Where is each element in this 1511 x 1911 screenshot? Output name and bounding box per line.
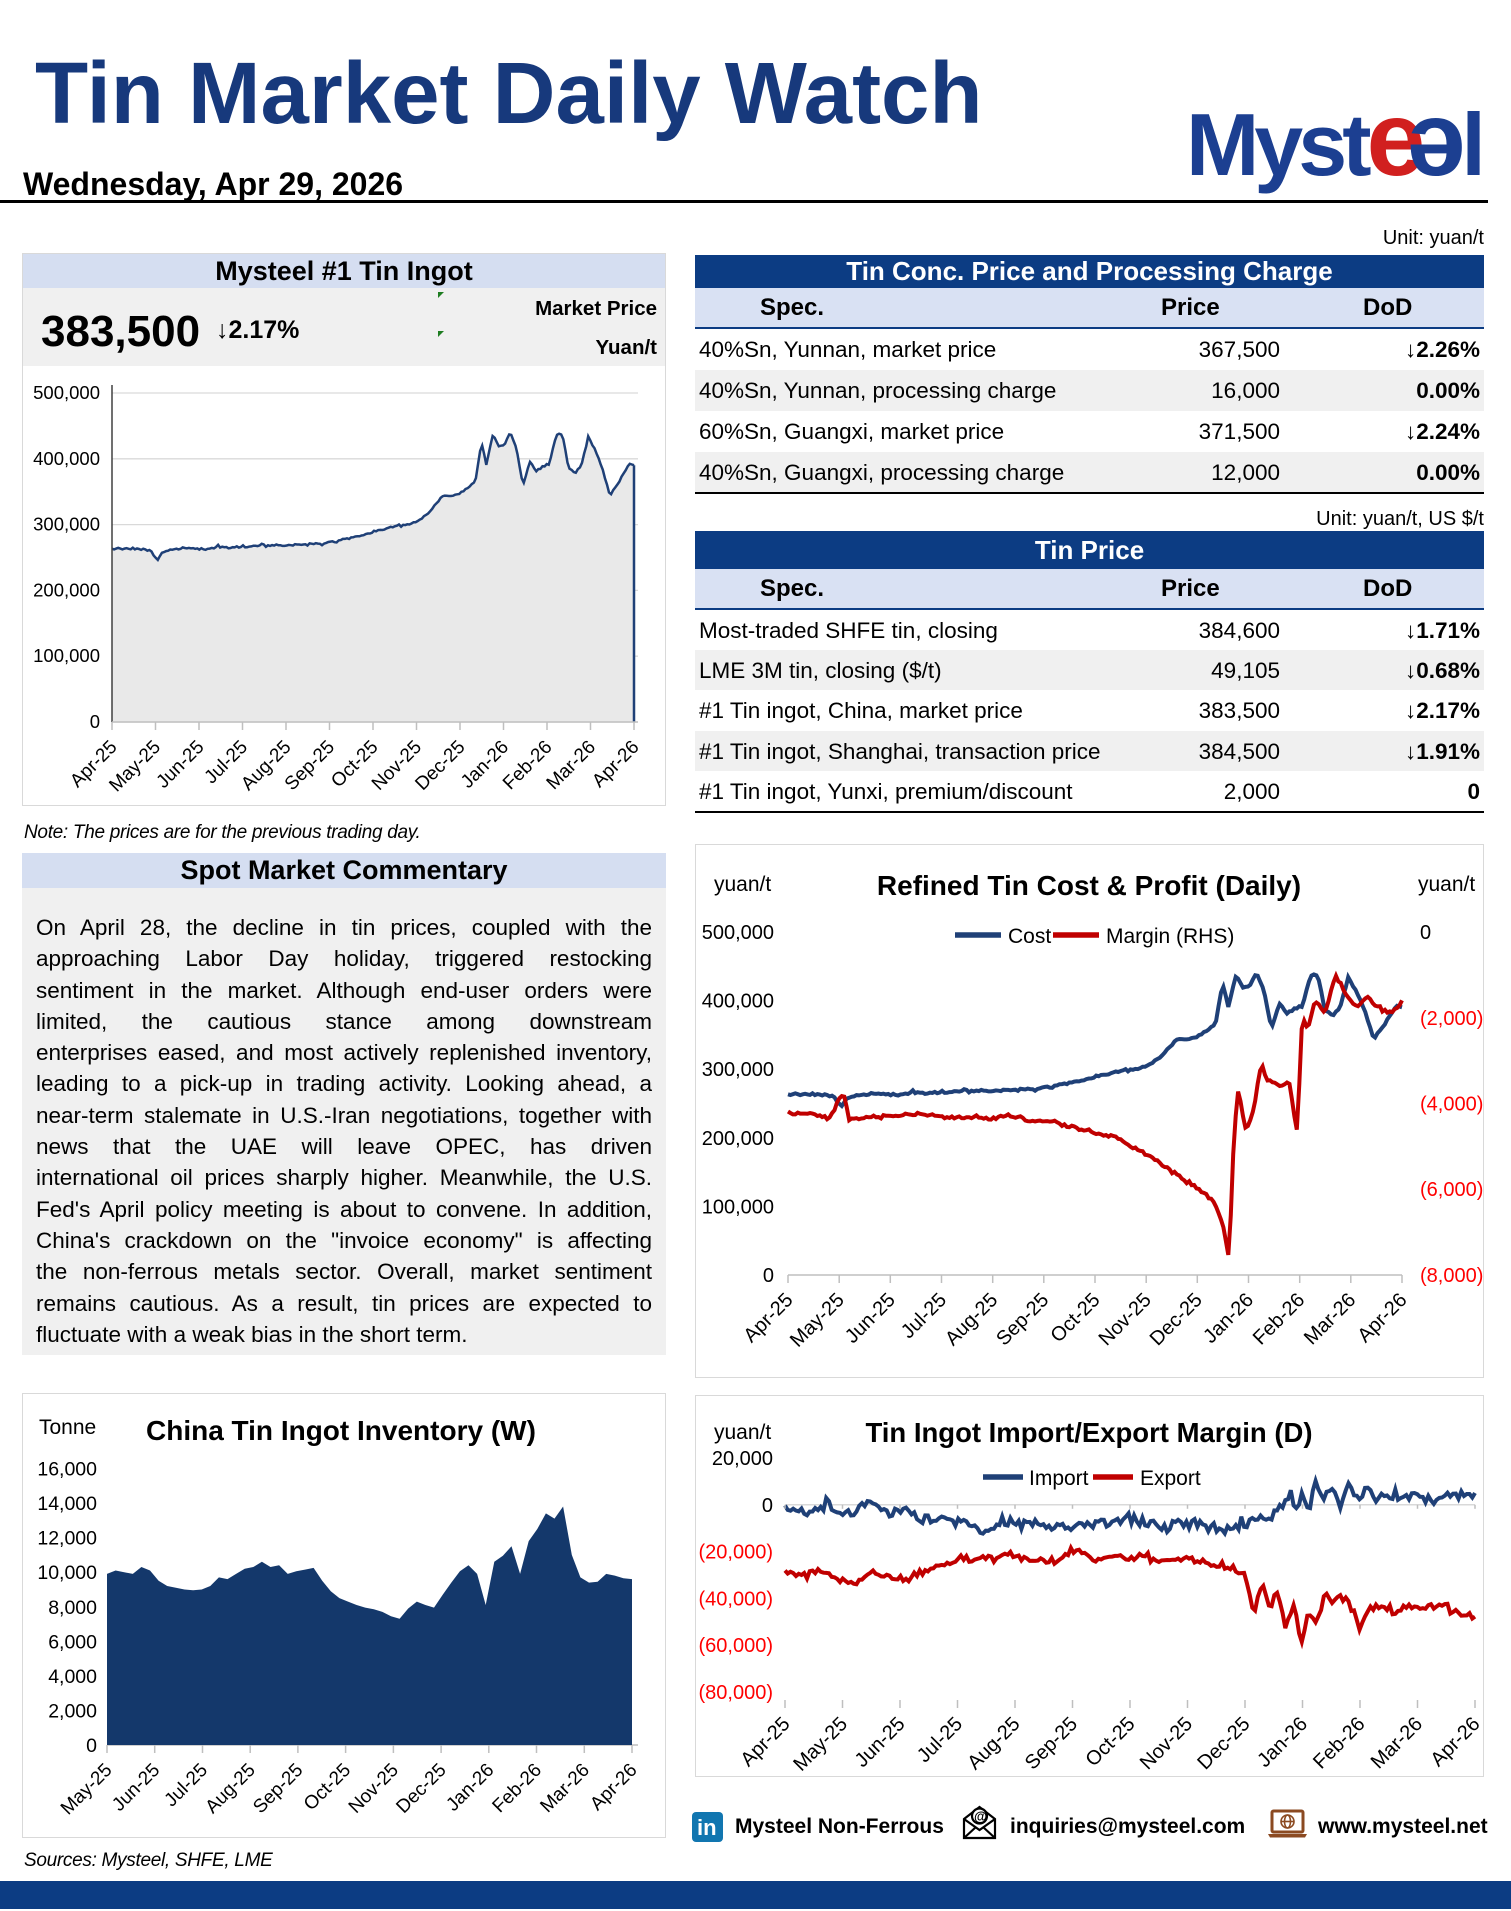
svg-text:Feb-26: Feb-26	[489, 1760, 546, 1817]
svg-text:Mysteel Non-Ferrous: Mysteel Non-Ferrous	[735, 1815, 944, 1838]
svg-text:0: 0	[1420, 922, 1431, 944]
svg-text:Feb-26: Feb-26	[1249, 1289, 1309, 1349]
svg-text:0: 0	[763, 1265, 774, 1287]
svg-text:www.mysteel.net: www.mysteel.net	[1317, 1815, 1488, 1838]
svg-text:Tin Ingot Import/Export Margin: Tin Ingot Import/Export Margin (D)	[865, 1417, 1312, 1448]
svg-text:Margin (RHS): Margin (RHS)	[1106, 925, 1234, 948]
svg-text:(80,000): (80,000)	[699, 1682, 774, 1704]
svg-text:Jun-25: Jun-25	[108, 1760, 164, 1816]
svg-text:Dec-25: Dec-25	[411, 737, 469, 795]
svg-text:May-25: May-25	[57, 1760, 117, 1820]
svg-text:500,000: 500,000	[702, 922, 774, 944]
svg-text:inquiries@mysteel.com: inquiries@mysteel.com	[1010, 1815, 1245, 1838]
svg-text:Jun-25: Jun-25	[851, 1713, 910, 1772]
svg-text:Sep-25: Sep-25	[281, 737, 339, 795]
svg-text:Jan-26: Jan-26	[442, 1760, 498, 1816]
svg-text:Jan-26: Jan-26	[1199, 1289, 1258, 1348]
svg-text:300,000: 300,000	[702, 1059, 774, 1081]
svg-text:Jul-25: Jul-25	[913, 1713, 967, 1767]
svg-text:in: in	[697, 1815, 717, 1840]
svg-text:Sep-25: Sep-25	[1021, 1713, 1082, 1774]
svg-text:Jun-25: Jun-25	[153, 737, 209, 793]
svg-text:Refined Tin Cost & Profit (Dai: Refined Tin Cost & Profit (Daily)	[877, 870, 1301, 901]
svg-text:Jan-26: Jan-26	[1253, 1713, 1312, 1772]
svg-text:Cost: Cost	[1008, 925, 1051, 948]
svg-text:10,000: 10,000	[37, 1562, 97, 1584]
svg-text:6,000: 6,000	[48, 1631, 97, 1653]
svg-text:Apr-26: Apr-26	[1354, 1289, 1412, 1347]
svg-text:Dec-25: Dec-25	[392, 1760, 450, 1818]
svg-text:May-25: May-25	[786, 1289, 849, 1352]
svg-text:Export: Export	[1140, 1467, 1201, 1490]
svg-text:500,000: 500,000	[33, 382, 100, 403]
svg-text:Aug-25: Aug-25	[963, 1713, 1024, 1774]
svg-text:100,000: 100,000	[33, 645, 100, 666]
svg-text:(2,000): (2,000)	[1420, 1008, 1483, 1030]
svg-text:0: 0	[86, 1735, 97, 1757]
svg-text:400,000: 400,000	[33, 448, 100, 469]
svg-text:200,000: 200,000	[702, 1128, 774, 1150]
svg-text:(8,000): (8,000)	[1420, 1265, 1483, 1287]
svg-text:(60,000): (60,000)	[699, 1635, 774, 1657]
svg-text:12,000: 12,000	[37, 1528, 97, 1550]
svg-text:(20,000): (20,000)	[699, 1542, 774, 1564]
svg-text:Apr-26: Apr-26	[586, 1760, 641, 1815]
svg-text:Mar-26: Mar-26	[543, 737, 600, 794]
svg-text:yuan/t: yuan/t	[714, 873, 771, 896]
svg-text:China Tin Ingot Inventory (W): China Tin Ingot Inventory (W)	[146, 1415, 536, 1446]
svg-text:Dec-25: Dec-25	[1146, 1289, 1207, 1350]
svg-text:Oct-25: Oct-25	[1047, 1289, 1105, 1347]
svg-text:Nov-25: Nov-25	[1095, 1289, 1156, 1350]
svg-text:yuan/t: yuan/t	[714, 1421, 771, 1444]
svg-text:Mar-26: Mar-26	[536, 1760, 593, 1817]
svg-text:20,000: 20,000	[712, 1448, 773, 1470]
svg-text:Mar-26: Mar-26	[1367, 1713, 1427, 1773]
svg-text:2,000: 2,000	[48, 1700, 97, 1722]
svg-text:Dec-25: Dec-25	[1193, 1713, 1254, 1774]
svg-text:(40,000): (40,000)	[699, 1588, 774, 1610]
svg-text:Oct-25: Oct-25	[1082, 1713, 1140, 1771]
svg-text:Sep-25: Sep-25	[992, 1289, 1053, 1350]
svg-text:Nov-25: Nov-25	[1136, 1713, 1197, 1774]
svg-text:200,000: 200,000	[33, 579, 100, 600]
svg-text:(4,000): (4,000)	[1420, 1094, 1483, 1116]
svg-text:8,000: 8,000	[48, 1597, 97, 1619]
svg-text:16,000: 16,000	[37, 1459, 97, 1481]
svg-text:Nov-25: Nov-25	[345, 1760, 403, 1818]
svg-text:Oct-25: Oct-25	[300, 1760, 355, 1815]
svg-text:@: @	[974, 1809, 987, 1824]
svg-text:Mar-26: Mar-26	[1300, 1289, 1360, 1349]
svg-text:Sep-25: Sep-25	[249, 1760, 307, 1818]
svg-text:0: 0	[90, 711, 100, 732]
svg-text:14,000: 14,000	[37, 1493, 97, 1515]
svg-text:Feb-26: Feb-26	[1309, 1713, 1369, 1773]
svg-text:0: 0	[762, 1495, 773, 1517]
svg-text:Import: Import	[1029, 1467, 1089, 1490]
svg-text:Aug-25: Aug-25	[941, 1289, 1002, 1350]
svg-text:Aug-25: Aug-25	[202, 1760, 260, 1818]
svg-text:4,000: 4,000	[48, 1666, 97, 1688]
svg-text:400,000: 400,000	[702, 991, 774, 1013]
svg-text:300,000: 300,000	[33, 514, 100, 535]
svg-text:Apr-25: Apr-25	[737, 1713, 795, 1771]
svg-text:100,000: 100,000	[702, 1196, 774, 1218]
svg-text:(6,000): (6,000)	[1420, 1179, 1483, 1201]
svg-text:Jun-25: Jun-25	[841, 1289, 900, 1348]
svg-text:yuan/t: yuan/t	[1418, 873, 1475, 896]
svg-text:Apr-26: Apr-26	[588, 737, 643, 792]
svg-text:Apr-26: Apr-26	[1427, 1713, 1484, 1771]
svg-text:Tonne: Tonne	[39, 1416, 96, 1439]
svg-text:May-25: May-25	[789, 1713, 852, 1776]
